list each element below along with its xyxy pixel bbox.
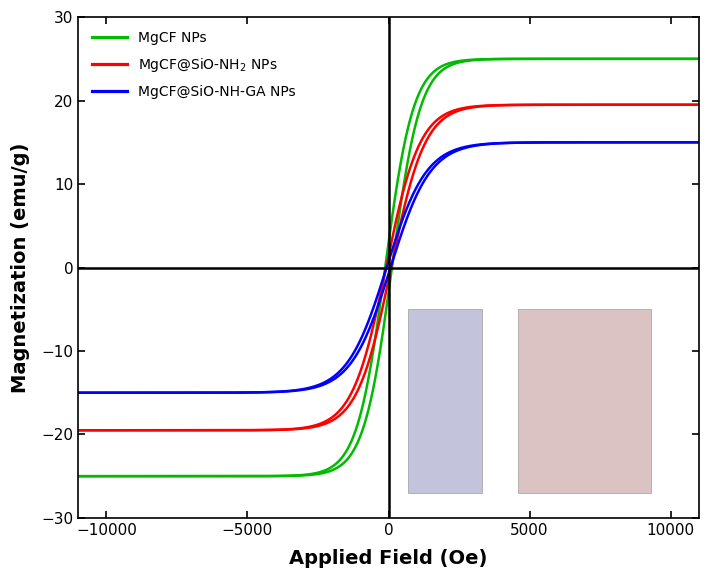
Legend: MgCF NPs, MgCF@SiO-NH$_2$ NPs, MgCF@SiO-NH-GA NPs: MgCF NPs, MgCF@SiO-NH$_2$ NPs, MgCF@SiO-… [85,24,302,106]
X-axis label: Applied Field (Oe): Applied Field (Oe) [290,549,488,568]
Bar [518,309,651,493]
Y-axis label: Magnetization (emu/g): Magnetization (emu/g) [11,142,30,393]
Bar [408,309,481,493]
